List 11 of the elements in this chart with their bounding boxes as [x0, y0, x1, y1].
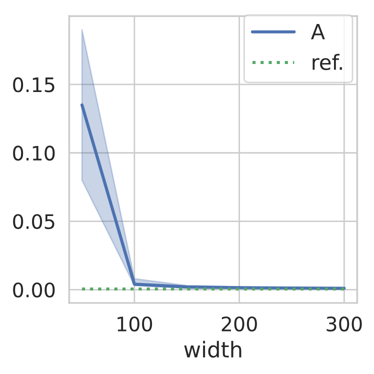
x-tick-label: 300 — [326, 316, 362, 332]
y-tick-label: 0.15 — [13, 77, 54, 92]
y-tick-label: 0.00 — [13, 282, 55, 298]
line-series — [80, 103, 346, 290]
legend-label: ref. — [312, 54, 342, 70]
legend-label: A — [310, 24, 325, 40]
x-tick-label: 200 — [222, 316, 257, 332]
y-tick-label: 0.10 — [13, 146, 55, 161]
x-axis-title: width — [184, 340, 242, 358]
y-tick-label: 0.05 — [13, 214, 54, 230]
x-tick-label: 100 — [118, 316, 152, 332]
